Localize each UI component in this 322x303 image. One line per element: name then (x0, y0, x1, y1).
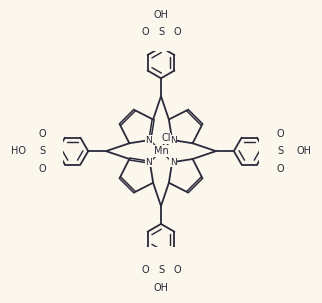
Text: N: N (146, 135, 152, 145)
Text: N: N (146, 158, 152, 167)
Text: S: S (277, 146, 283, 156)
Text: O: O (38, 129, 46, 139)
Text: N: N (146, 158, 152, 167)
Text: OH: OH (154, 10, 168, 20)
Text: N: N (146, 135, 152, 145)
Text: O: O (173, 27, 181, 37)
Text: O: O (276, 164, 284, 174)
Text: Mn: Mn (154, 146, 168, 156)
Text: S: S (158, 27, 164, 37)
Text: OH: OH (296, 146, 311, 156)
Text: S: S (39, 146, 45, 156)
Text: O: O (38, 164, 46, 174)
Text: Cl: Cl (161, 133, 171, 143)
Text: N: N (170, 135, 176, 145)
Text: O: O (141, 27, 149, 37)
Text: Cl: Cl (161, 133, 171, 143)
Text: O: O (141, 265, 149, 275)
Text: N: N (170, 158, 176, 167)
Text: N: N (170, 158, 176, 167)
Text: Mn: Mn (154, 146, 168, 156)
Text: S: S (158, 265, 164, 275)
Text: O: O (276, 129, 284, 139)
Text: N: N (170, 135, 176, 145)
Text: HO: HO (11, 146, 26, 156)
Text: O: O (173, 265, 181, 275)
Text: OH: OH (154, 282, 168, 292)
